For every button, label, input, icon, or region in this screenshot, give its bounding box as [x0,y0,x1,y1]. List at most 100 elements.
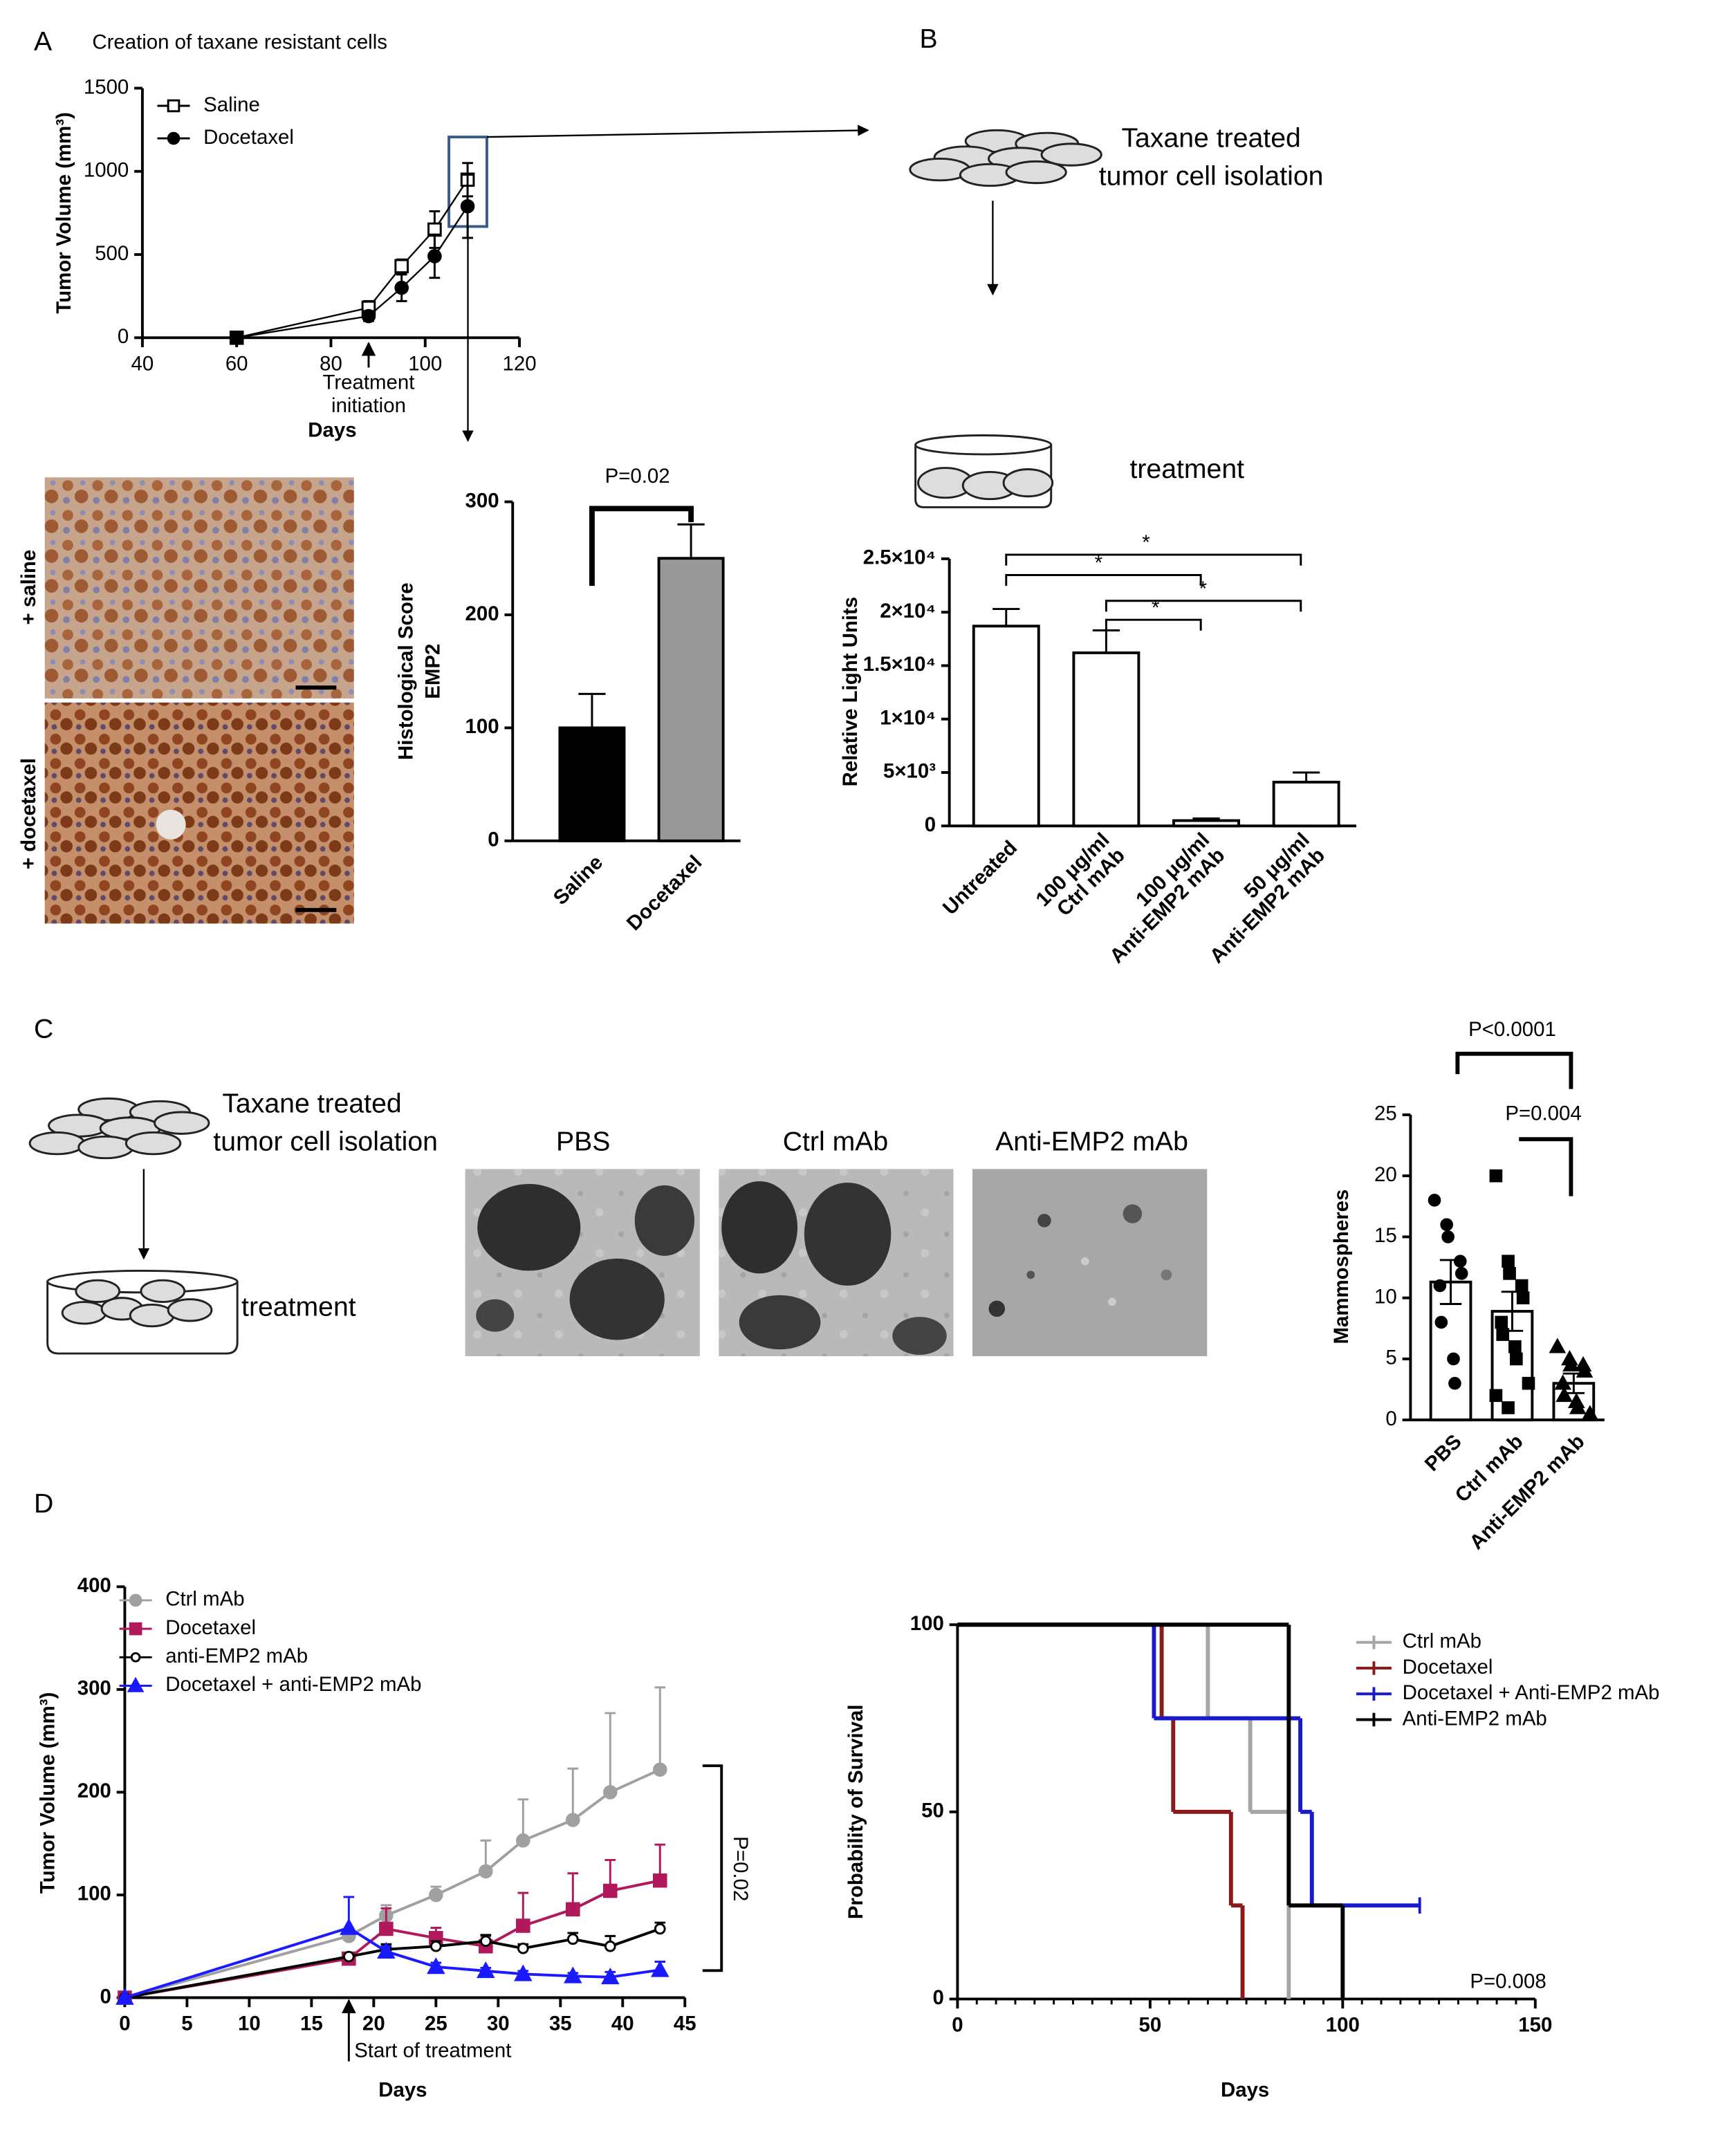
culture-dish [914,434,1054,508]
image-label: PBS [556,1127,610,1156]
marker [343,1950,355,1963]
annotation: Treatment [323,371,415,394]
micrograph [465,1169,700,1356]
y-tick-label: 1000 [84,159,129,182]
marker [1502,1401,1515,1414]
y-tick-label: 10 [1374,1285,1397,1308]
chart-title: Creation of taxane resistant cells [92,31,387,54]
x-tick-label: 40 [611,2012,634,2035]
annotation: P=0.02 [605,465,670,488]
x-tick-label: Untreated [939,836,1022,919]
marker [1515,1279,1529,1293]
significance-bracket [589,506,694,586]
y-axis-label-line: Histological Score [394,582,417,760]
marker [379,1921,394,1936]
x-tick-label: PBS [1421,1430,1466,1476]
marker [1555,1387,1573,1403]
x-axis-label: Days [308,418,356,441]
marker [1549,1338,1567,1353]
legend-label: Docetaxel [203,126,294,149]
y-tick-label: 300 [77,1677,111,1700]
marker [1569,1398,1587,1414]
bar [1552,1382,1596,1422]
image-label: + saline [17,550,40,625]
legend-marker [127,1676,145,1692]
legend-marker [167,99,181,113]
annotation: P=0.008 [1470,1970,1546,1993]
marker [564,1966,582,1983]
marker [427,249,442,263]
annotation: * [1199,577,1207,600]
diagram-label: treatment [1129,454,1244,484]
marker [514,1964,533,1981]
marker [516,1833,530,1848]
marker [602,1883,618,1898]
significance-bracket [1005,574,1202,586]
y-tick-label: 0 [932,1986,943,2009]
image-label: + docetaxel [17,758,40,869]
marker [1508,1340,1522,1353]
y-tick-label: 5×10³ [883,760,936,783]
marker [1495,1315,1508,1329]
marker [517,1942,529,1954]
x-axis-label: Days [1221,2079,1269,2102]
annotation: * [1095,552,1102,575]
y-tick-label: 0 [488,829,499,851]
marker [652,1762,667,1777]
y-tick-label: 1500 [84,75,129,98]
cell-cluster [28,1097,210,1160]
x-tick-label: 10 [238,2012,261,2035]
arrow [486,124,869,138]
x-tick-label: 50 [1139,2013,1162,2036]
annotation: * [1142,531,1149,554]
legend-label: Docetaxel [165,1616,256,1639]
bar [558,726,626,842]
bar [1490,1310,1534,1422]
data-line [124,1926,661,1999]
annotation: P<0.0001 [1468,1018,1556,1041]
y-axis-label: Relative Light Units [839,597,862,787]
y-tick-label: 400 [77,1574,111,1597]
y-tick-label: 200 [77,1779,111,1802]
legend-label: Ctrl mAb [1403,1629,1481,1652]
marker [1448,1376,1461,1390]
data-line [124,1768,661,1999]
marker [429,1887,443,1903]
x-tick-label: Saline [549,851,608,909]
diagram-label: Taxane treated [222,1089,401,1119]
y-tick-label: 20 [1374,1163,1397,1186]
x-tick-label: Docetaxel [622,851,707,935]
significance-bracket [1455,1051,1573,1089]
y-tick-label: 0 [925,813,936,836]
marker [1489,1169,1503,1183]
x-tick-label: 100 [408,352,442,375]
y-tick-label: 5 [1385,1347,1396,1369]
legend-label: Saline [203,93,260,116]
x-tick-label: 45 [674,2012,696,2035]
micrograph [44,702,354,924]
micrograph-detail [156,809,186,840]
x-tick-label: 0 [119,2012,130,2035]
data-line [124,1927,661,1999]
marker [654,1923,666,1935]
panel-letter: C [34,1015,53,1044]
significance-bracket [702,1764,723,1972]
x-tick-label: 100 [1326,2013,1360,2036]
y-tick-label: 25 [1374,1102,1397,1125]
micrograph [44,477,354,699]
y-axis-label: Probability of Survival [844,1705,867,1919]
culture-dish [46,1269,239,1355]
marker [1440,1218,1453,1232]
x-tick-label: 20 [362,2012,385,2035]
y-tick-label: 50 [921,1800,944,1822]
bar [1172,819,1240,828]
marker [516,1918,530,1933]
y-tick-label: 100 [77,1883,111,1905]
bar [657,557,725,842]
diagram-label: treatment [241,1293,356,1322]
y-tick-label: 300 [465,489,499,512]
significance-bracket [1519,1137,1573,1196]
annotation: P=0.02 [729,1836,752,1901]
marker [602,1785,618,1800]
x-tick-label: 35 [549,2012,572,2035]
